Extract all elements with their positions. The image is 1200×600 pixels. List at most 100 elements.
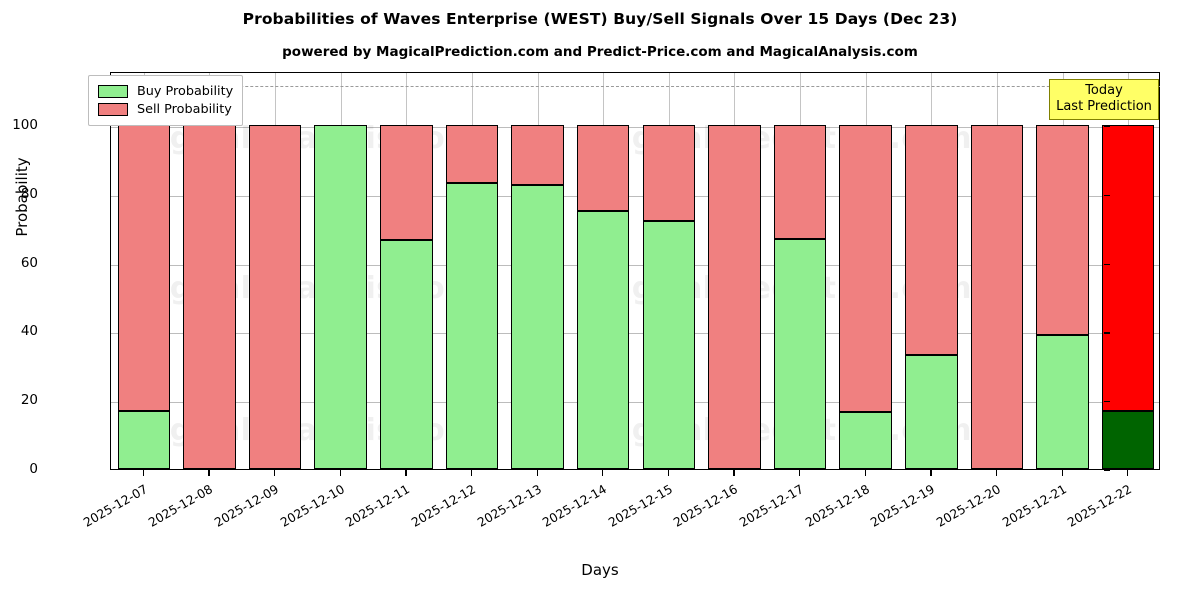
x-tick-label-1: 2025-12-08 xyxy=(146,482,216,530)
chart-title: Probabilities of Waves Enterprise (WEST)… xyxy=(242,10,958,28)
x-tick-mark-13 xyxy=(995,470,998,476)
y-tick-mark-0 xyxy=(1104,470,1110,472)
x-tick-mark-11 xyxy=(864,470,866,476)
bar-segment-sell[interactable] xyxy=(380,125,433,240)
x-axis-label: Days xyxy=(581,561,619,579)
bar-segment-buy[interactable] xyxy=(511,185,564,469)
bar-group[interactable] xyxy=(839,125,892,469)
bar-segment-sell[interactable] xyxy=(183,125,236,469)
legend-swatch-buy-icon xyxy=(98,84,128,98)
top-dashed-line xyxy=(110,86,1160,87)
bar-segment-sell[interactable] xyxy=(511,125,564,186)
bar-group[interactable] xyxy=(183,125,236,469)
bar-segment-sell[interactable] xyxy=(905,125,958,356)
bar-group[interactable] xyxy=(708,125,761,469)
bar-segment-buy[interactable] xyxy=(839,412,892,469)
x-tick-label-9: 2025-12-16 xyxy=(671,482,741,530)
x-tick-mark-9 xyxy=(733,470,735,476)
x-tick-mark-1 xyxy=(208,470,210,476)
chart-legend: Buy Probability Sell Probability xyxy=(88,75,244,126)
bar-group[interactable] xyxy=(511,125,564,469)
bar-segment-buy[interactable] xyxy=(773,238,827,469)
x-tick-label-8: 2025-12-15 xyxy=(605,482,675,530)
legend-label-buy: Buy Probability xyxy=(137,83,234,99)
x-tick-mark-0 xyxy=(142,470,144,476)
x-tick-mark-12 xyxy=(930,470,932,476)
x-tick-mark-8 xyxy=(667,470,669,476)
gridline-y-60 xyxy=(111,264,1159,266)
bar-group[interactable] xyxy=(117,125,171,469)
bar-segment-buy[interactable] xyxy=(380,239,433,469)
bar-group[interactable] xyxy=(380,125,433,469)
x-tick-label-14: 2025-12-21 xyxy=(999,482,1069,530)
legend-label-sell: Sell Probability xyxy=(137,101,232,117)
bar-segment-sell[interactable] xyxy=(773,125,827,239)
x-tick-label-3: 2025-12-10 xyxy=(277,482,347,530)
gridline-y-100 xyxy=(111,127,1159,128)
bar-segment-buy[interactable] xyxy=(445,183,499,469)
bar-segment-sell[interactable] xyxy=(642,125,696,222)
bar-group[interactable] xyxy=(248,125,302,469)
bar-segment-sell[interactable] xyxy=(445,125,499,184)
bar-group[interactable] xyxy=(773,125,827,469)
y-tick-mark-80 xyxy=(1104,194,1110,196)
x-tick-label-6: 2025-12-13 xyxy=(474,482,544,530)
bar-segment-buy[interactable] xyxy=(1101,410,1155,469)
gridline-y-80 xyxy=(111,195,1159,197)
x-tick-mark-15 xyxy=(1127,470,1129,476)
x-tick-mark-3 xyxy=(339,470,341,476)
x-tick-label-0: 2025-12-07 xyxy=(80,482,150,530)
bar-series xyxy=(111,73,1159,469)
y-tick-mark-20 xyxy=(1104,401,1110,403)
bar-segment-buy[interactable] xyxy=(314,125,367,469)
x-tick-mark-7 xyxy=(602,470,604,476)
today-annotation-line2: Last Prediction xyxy=(1056,99,1152,114)
bar-segment-buy[interactable] xyxy=(905,355,958,469)
bar-segment-sell[interactable] xyxy=(970,125,1024,469)
bar-segment-buy[interactable] xyxy=(642,221,696,469)
bar-segment-buy[interactable] xyxy=(117,410,171,469)
bar-group[interactable] xyxy=(1036,125,1089,469)
today-annotation: Today Last Prediction xyxy=(1049,79,1159,120)
plot-area: MagicalAnalysis.comMagicalPrediction.com… xyxy=(110,72,1160,470)
y-tick-mark-100 xyxy=(1104,126,1110,128)
plot-inner: MagicalAnalysis.comMagicalPrediction.com… xyxy=(111,73,1159,469)
bar-segment-sell[interactable] xyxy=(117,125,171,411)
bar-group[interactable] xyxy=(970,125,1024,469)
bar-segment-sell[interactable] xyxy=(576,125,630,211)
bar-segment-buy[interactable] xyxy=(576,211,630,469)
x-tick-mark-2 xyxy=(274,470,276,476)
bar-segment-buy[interactable] xyxy=(1036,334,1089,469)
x-tick-label-15: 2025-12-22 xyxy=(1065,482,1135,530)
bar-segment-sell[interactable] xyxy=(1101,125,1155,411)
x-tick-label-7: 2025-12-14 xyxy=(540,482,610,530)
y-tick-label-80: 80 xyxy=(20,185,38,202)
bar-segment-sell[interactable] xyxy=(1036,125,1089,335)
y-axis-label: Probability xyxy=(13,157,31,237)
y-tick-label-0: 0 xyxy=(29,461,38,477)
bar-segment-sell[interactable] xyxy=(248,125,302,469)
gridline-y-40 xyxy=(111,333,1159,335)
y-tick-label-20: 20 xyxy=(20,392,38,409)
y-tick-label-100: 100 xyxy=(12,117,38,133)
x-tick-mark-14 xyxy=(1061,470,1063,476)
bar-group[interactable] xyxy=(576,125,630,469)
legend-swatch-sell-icon xyxy=(98,102,128,116)
x-tick-label-11: 2025-12-18 xyxy=(802,482,872,530)
gridline-y-20 xyxy=(111,402,1159,404)
y-tick-mark-60 xyxy=(1104,263,1110,265)
bar-segment-sell[interactable] xyxy=(839,125,892,413)
x-tick-mark-5 xyxy=(470,470,473,476)
y-tick-label-40: 40 xyxy=(20,323,38,340)
bar-group[interactable] xyxy=(905,125,958,469)
bar-group[interactable] xyxy=(314,125,367,469)
bar-group[interactable] xyxy=(1101,125,1155,469)
legend-item-buy: Buy Probability xyxy=(98,82,233,100)
x-tick-label-4: 2025-12-11 xyxy=(343,482,413,530)
bar-group[interactable] xyxy=(642,125,696,469)
today-annotation-line1: Today xyxy=(1085,83,1123,98)
bar-segment-sell[interactable] xyxy=(708,125,761,469)
y-tick-mark-40 xyxy=(1104,332,1110,334)
bar-group[interactable] xyxy=(445,125,499,469)
